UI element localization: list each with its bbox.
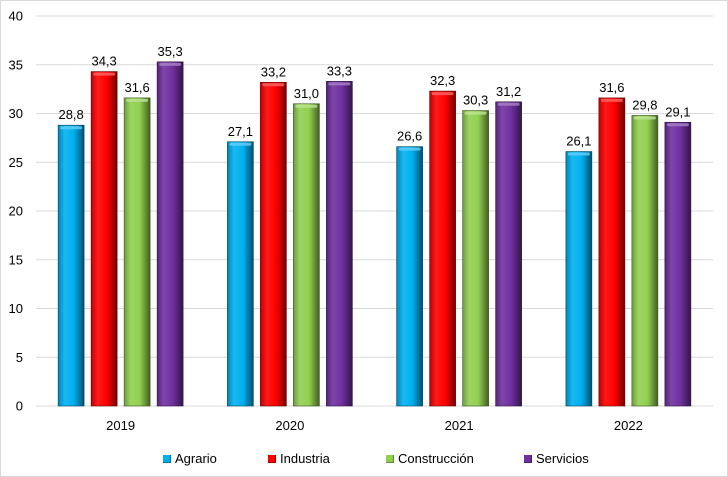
bar-servicios-2020 — [326, 81, 353, 407]
legend-item-industria: Industria — [268, 451, 330, 466]
legend-label: Construcción — [398, 451, 474, 466]
y-tick-label: 10 — [9, 301, 23, 316]
bar-construcción-2019 — [123, 97, 151, 407]
bar-industria-2020 — [260, 82, 287, 407]
bars — [57, 61, 692, 407]
y-tick-label: 30 — [9, 106, 23, 121]
legend-item-construcción: Construcción — [386, 451, 474, 466]
legend-swatch — [524, 454, 532, 463]
bar-construcción-2020 — [293, 103, 320, 407]
data-label: 29,8 — [632, 97, 657, 112]
bar-highlight — [328, 82, 351, 86]
legend-item-agrario: Agrario — [163, 451, 217, 466]
bar-highlight — [431, 92, 454, 96]
data-label: 26,6 — [397, 129, 422, 144]
data-label: 33,3 — [327, 63, 352, 78]
y-tick-label: 5 — [16, 350, 23, 365]
x-tick-label: 2022 — [614, 418, 643, 433]
bar-agrario-2020 — [227, 141, 254, 407]
data-label: 29,1 — [665, 104, 690, 119]
y-tick-label: 0 — [16, 399, 23, 414]
data-labels: 28,8 34,3 31,6 35,3 27,1 33,2 31,0 33,3 26,6 32,3… — [58, 44, 690, 149]
data-label: 28,8 — [58, 107, 83, 122]
y-tick-label: 40 — [9, 9, 23, 24]
bar-construcción-2021 — [462, 110, 489, 407]
y-tick-label: 20 — [9, 204, 23, 219]
data-label: 33,2 — [261, 64, 286, 79]
bar-highlight — [262, 83, 285, 87]
bar-highlight — [497, 102, 520, 106]
x-tick-label: 2021 — [445, 418, 474, 433]
y-axis-ticks: 0 5 10 15 20 25 30 35 40 — [9, 9, 23, 414]
bar-industria-2022 — [598, 97, 626, 407]
x-tick-label: 2019 — [106, 418, 135, 433]
legend: Agrario Industria Construcción Servicios — [0, 451, 728, 471]
bar-servicios-2021 — [495, 101, 522, 407]
legend-swatch — [163, 454, 171, 463]
bar-highlight — [229, 142, 252, 146]
bar-highlight — [60, 126, 83, 130]
y-tick-label: 15 — [9, 252, 23, 267]
data-label: 31,6 — [599, 80, 624, 95]
bar-construcción-2022 — [631, 115, 659, 407]
bar-highlight — [600, 98, 623, 102]
bar-highlight — [295, 104, 318, 108]
bar-servicios-2019 — [156, 61, 184, 407]
bar-highlight — [464, 111, 487, 115]
bar-servicios-2022 — [664, 121, 692, 407]
data-label: 30,3 — [463, 93, 488, 108]
legend-swatch — [268, 454, 276, 463]
y-tick-label: 25 — [9, 155, 23, 170]
legend-item-servicios: Servicios — [524, 451, 589, 466]
bar-agrario-2021 — [396, 146, 423, 407]
bar-highlight — [633, 116, 656, 120]
bar-highlight — [398, 147, 421, 151]
bar-highlight — [159, 62, 182, 66]
data-label: 31,6 — [124, 80, 149, 95]
data-label: 35,3 — [157, 44, 182, 59]
data-label: 27,1 — [228, 124, 253, 139]
bar-highlight — [567, 152, 590, 156]
data-label: 32,3 — [430, 73, 455, 88]
legend-label: Industria — [280, 451, 330, 466]
data-label: 31,2 — [496, 84, 521, 99]
bar-industria-2021 — [429, 90, 456, 407]
data-label: 31,0 — [294, 86, 319, 101]
x-tick-label: 2020 — [275, 418, 304, 433]
bar-highlight — [126, 98, 149, 102]
data-label: 26,1 — [566, 134, 591, 149]
legend-label: Servicios — [536, 451, 589, 466]
x-axis-ticks: 2019 2020 2021 2022 — [106, 418, 643, 433]
legend-label: Agrario — [175, 451, 217, 466]
bar-industria-2019 — [90, 71, 118, 407]
bar-highlight — [93, 72, 116, 76]
data-label: 34,3 — [91, 54, 116, 69]
y-tick-label: 35 — [9, 57, 23, 72]
legend-swatch — [386, 454, 394, 463]
bar-highlight — [666, 123, 689, 127]
bar-agrario-2022 — [565, 151, 593, 407]
bar-agrario-2019 — [57, 124, 85, 407]
